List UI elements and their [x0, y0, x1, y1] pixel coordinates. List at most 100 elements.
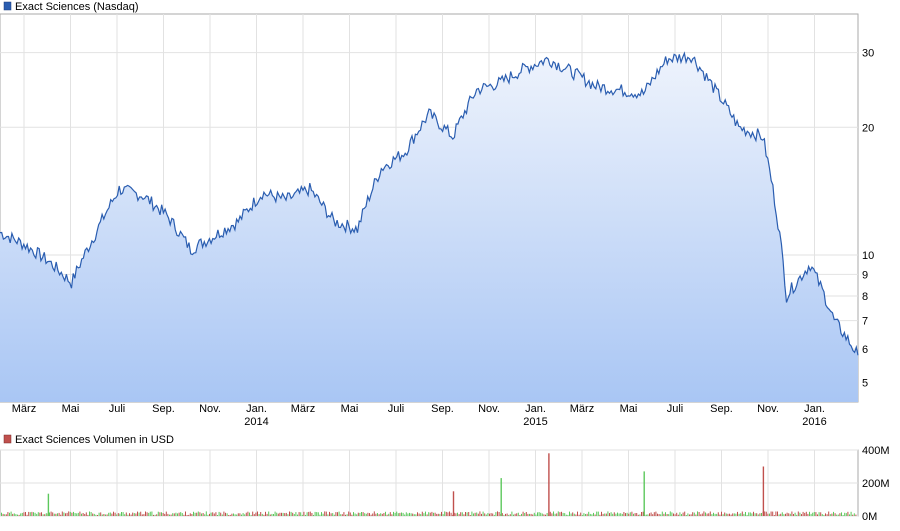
x-tick-label: März: [291, 403, 315, 415]
volume-bar: [340, 514, 341, 516]
volume-bar: [190, 513, 191, 516]
volume-bar: [444, 511, 445, 516]
volume-bar: [305, 515, 306, 516]
volume-bar: [65, 513, 66, 516]
volume-bar: [751, 513, 752, 516]
volume-bar: [22, 513, 23, 516]
volume-bar: [627, 513, 628, 516]
volume-bar: [206, 511, 207, 516]
volume-bar: [238, 513, 239, 516]
volume-bar: [727, 514, 728, 516]
volume-bar: [719, 515, 720, 516]
volume-bar: [643, 512, 644, 516]
volume-bar: [196, 513, 197, 516]
volume-bar: [407, 514, 408, 517]
volume-bar: [611, 512, 612, 516]
volume-bar: [814, 512, 815, 516]
volume-bar: [671, 512, 672, 516]
volume-bar: [750, 512, 751, 516]
volume-bar: [243, 513, 244, 516]
volume-bar: [427, 514, 428, 516]
volume-bar: [774, 515, 775, 516]
volume-bar: [355, 514, 356, 517]
volume-bar: [673, 514, 674, 517]
volume-bar: [323, 514, 324, 516]
volume-bar: [711, 514, 712, 516]
x-year-label: 2014: [244, 416, 268, 428]
volume-bar: [471, 512, 472, 516]
volume-bar: [388, 514, 389, 516]
volume-bar: [422, 512, 423, 516]
volume-bar: [523, 512, 524, 516]
volume-bar: [118, 513, 119, 516]
volume-bar: [843, 515, 844, 516]
volume-bar: [27, 515, 28, 516]
volume-bar: [289, 512, 290, 517]
volume-bar: [132, 513, 133, 516]
volume-bar: [375, 514, 376, 516]
volume-bar: [665, 512, 666, 516]
volume-bar: [75, 513, 76, 516]
volume-bar: [755, 513, 756, 516]
volume-bar: [51, 512, 52, 516]
volume-bar: [723, 514, 724, 516]
volume-bar: [284, 513, 285, 516]
volume-bar: [303, 512, 304, 516]
volume-bar: [436, 514, 437, 516]
volume-bar: [836, 515, 837, 516]
volume-bar: [566, 515, 567, 516]
x-year-label: 2015: [523, 416, 547, 428]
volume-bar: [295, 512, 296, 516]
volume-bar: [171, 515, 172, 516]
volume-bar: [446, 512, 447, 516]
volume-bar: [731, 515, 732, 516]
volume-bar: [855, 515, 856, 516]
volume-bar: [147, 512, 148, 516]
volume-bar: [473, 514, 474, 517]
volume-bar: [30, 512, 31, 516]
volume-bar: [348, 512, 349, 517]
volume-bar: [478, 514, 479, 516]
volume-bar: [699, 512, 700, 516]
volume-bar: [740, 513, 741, 516]
volume-bar: [433, 513, 434, 516]
volume-peak-bar: [644, 471, 645, 516]
volume-bar: [756, 513, 757, 516]
volume-bar: [609, 513, 610, 516]
volume-bar: [521, 514, 522, 516]
volume-bar: [318, 512, 319, 516]
volume-bar: [372, 514, 373, 517]
volume-bar: [459, 514, 460, 516]
volume-bar: [270, 515, 271, 517]
volume-bar: [123, 512, 124, 516]
price-y-tick-label: 8: [862, 291, 868, 303]
volume-bar: [662, 512, 663, 516]
volume-bar: [49, 513, 50, 517]
volume-bar: [337, 512, 338, 516]
volume-bar: [579, 515, 580, 516]
x-tick-label: Mai: [620, 403, 638, 415]
volume-bar: [839, 513, 840, 516]
volume-bar: [737, 512, 738, 516]
volume-bar: [214, 514, 215, 517]
volume-bar: [239, 513, 240, 516]
volume-bar: [575, 515, 576, 517]
volume-bar: [687, 513, 688, 516]
volume-bar: [527, 514, 528, 516]
volume-bar: [614, 512, 615, 516]
x-year-label: 2016: [802, 416, 826, 428]
volume-bar: [163, 513, 164, 516]
volume-bar: [532, 515, 533, 517]
volume-bar: [710, 512, 711, 517]
volume-bar: [801, 514, 802, 516]
volume-bar: [508, 515, 509, 516]
volume-bar: [601, 512, 602, 516]
volume-bar: [259, 514, 260, 516]
volume-bar: [281, 513, 282, 516]
volume-bar: [487, 513, 488, 516]
volume-bar: [580, 513, 581, 516]
volume-bar: [251, 515, 252, 516]
volume-bar: [95, 515, 96, 516]
volume-bar: [367, 513, 368, 516]
volume-bar: [443, 514, 444, 516]
